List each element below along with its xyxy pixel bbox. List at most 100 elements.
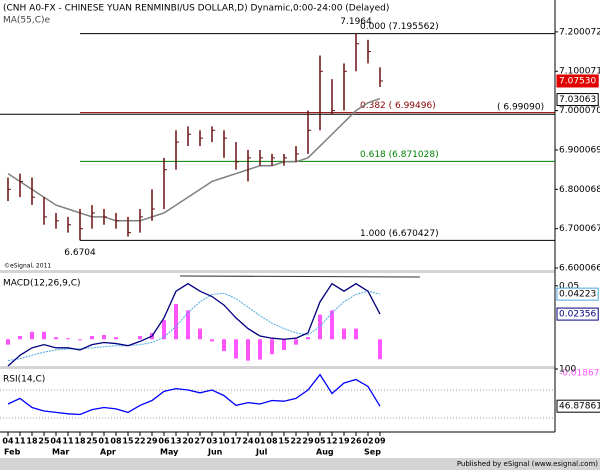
month-label: May [160,448,179,457]
histogram-bar [378,339,382,360]
histogram-bar [258,339,262,360]
histogram-bar [270,339,274,355]
macd-value: 0.02356 [559,310,596,320]
fib-label: 0.000 (7.195562) [360,22,439,32]
month-label: Apr [100,448,116,457]
month-label: Sep [364,448,381,457]
x-tick-label: 08 [266,437,278,446]
month-label: Jul [255,448,268,457]
month-label: Aug [316,448,334,457]
y-tick-label: 7.000070 [559,106,600,116]
histogram-bar [246,339,250,361]
histogram-bar [342,328,346,340]
right-axis [555,0,600,432]
trend-line [179,275,421,278]
last-price-box [556,74,599,88]
histogram-bar [282,339,286,350]
x-tick-label: 29 [146,437,158,446]
histogram-bar [294,339,298,345]
x-tick-label: 27 [194,437,205,446]
rsi-label: RSI(14,C) [3,375,45,385]
histogram-bar [66,338,70,340]
x-tick-label: 24 [242,437,254,446]
x-tick-label: 06 [158,437,170,446]
rsi-line [7,373,381,416]
month-label: Feb [4,448,21,457]
y-tick-label: 6.800068 [559,185,600,195]
histogram-bar [186,310,190,340]
rsi-value: 46.87861 [559,402,600,412]
x-tick-label: 01 [254,437,266,446]
month-label: Jun [207,448,223,457]
annotation: 6.6704 [64,248,96,258]
x-tick-label: 10 [218,437,230,446]
signal-value-box [556,287,599,301]
histogram-bar [90,336,94,340]
y-tick-label: 0.05 [559,281,579,291]
x-tick-label: 04 [2,437,14,446]
x-tick-label: 13 [170,437,181,446]
x-tick-label: 17 [230,437,241,446]
histogram-bar [102,335,106,340]
histogram-value: -0.01867 [559,369,599,379]
x-tick-label: 12 [326,437,337,446]
x-tick-label: 22 [290,437,301,446]
rsi-value-box [556,399,600,413]
signal-line [7,290,381,362]
histogram-bar [222,339,226,352]
y-tick-label: 100 [559,365,576,375]
support-label: ( 6.99090) [497,103,544,113]
histogram-bar [30,331,34,340]
x-tick-label: 02 [362,437,373,446]
histogram-bar [330,310,334,340]
histogram-bar [234,339,238,359]
x-axis [0,432,600,458]
annotation: 7.1964 [340,17,372,27]
x-tick-label: 25 [86,437,98,446]
signal-value: 0.04223 [559,290,596,300]
x-tick-label: 08 [110,437,122,446]
ma-line [7,97,381,222]
month-label: Mar [52,448,69,457]
ma-value-box [556,93,599,107]
x-tick-label: 11 [14,437,26,446]
histogram-bar [174,304,178,340]
histogram-bar [18,336,22,340]
x-tick-label: 09 [374,437,386,446]
x-tick-label: 15 [278,437,290,446]
x-tick-label: 22 [134,437,145,446]
x-tick-label: 20 [182,437,194,446]
last-price: 7.07530 [559,76,596,86]
y-tick-label: 6.700067 [559,224,600,234]
y-tick-label: 7.200072 [559,27,600,37]
histogram-bar [138,336,142,340]
chart-title: (CNH A0-FX - CHINESE YUAN RENMINBI/US DO… [3,4,389,14]
x-tick-label: 18 [26,437,38,446]
fib-label: 0.382 ( 6.99496) [360,101,436,111]
macd-panel [0,273,555,366]
x-tick-label: 29 [302,437,314,446]
fib-label: 1.000 (6.670427) [360,229,439,239]
fib-label: 0.618 (6.871028) [360,150,439,160]
y-tick-label: 6.900069 [559,145,600,155]
y-tick-label: 6.600066 [559,264,600,274]
x-tick-label: 04 [50,437,62,446]
x-tick-label: 05 [314,437,326,446]
histogram-bar [162,320,166,340]
histogram-bar [78,339,82,341]
histogram-bar [306,337,310,340]
x-tick-label: 01 [98,437,110,446]
x-tick-label: 11 [62,437,74,446]
histogram-bar [198,328,202,340]
copyright: ©eSignal, 2011 [4,263,51,270]
x-tick-label: 03 [206,437,217,446]
ma-value: 7.03063 [559,95,596,105]
histogram-bar [114,337,118,340]
histogram-bar [210,339,214,342]
x-tick-label: 15 [122,437,134,446]
histogram-bar [354,328,358,340]
x-tick-label: 25 [38,437,50,446]
histogram-bar [6,339,10,345]
y-tick-label: 7.100071 [559,67,600,77]
